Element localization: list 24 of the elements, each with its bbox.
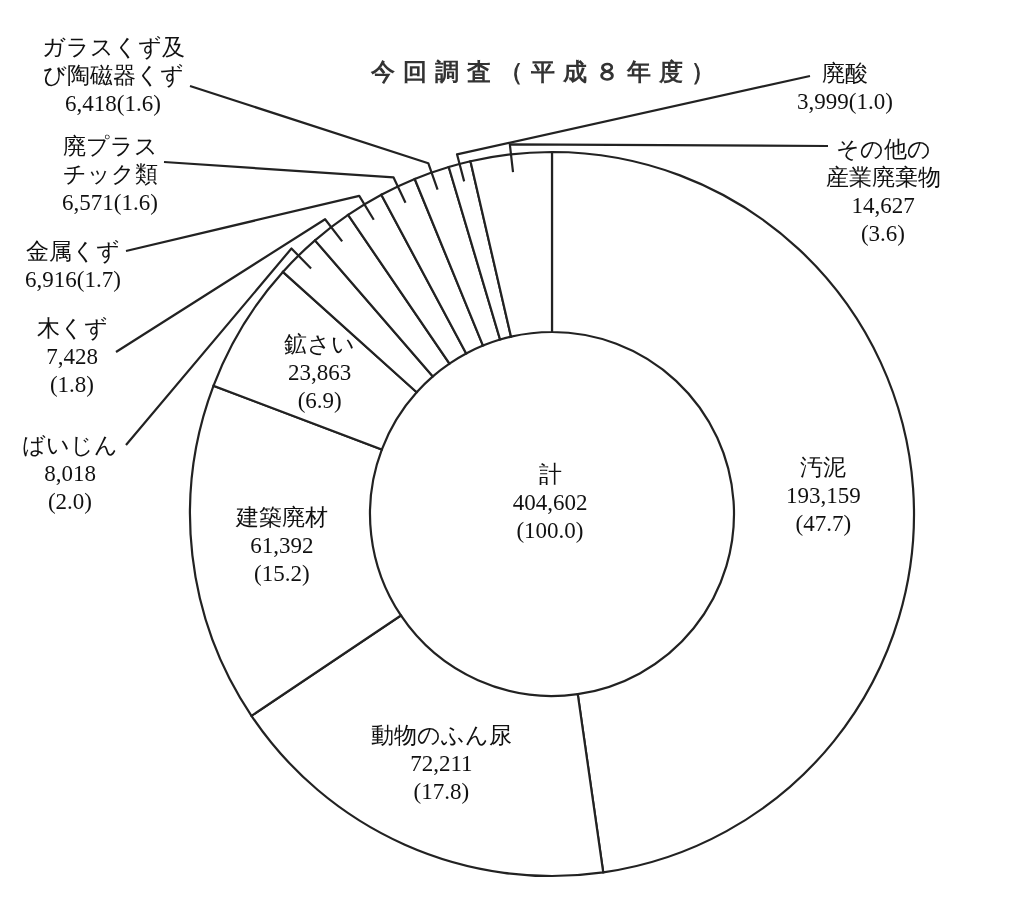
slice-label: 金属くず bbox=[26, 238, 120, 264]
data-label: 72,211 (17.8) bbox=[410, 750, 473, 803]
data-label: 3,999(1.0) bbox=[797, 88, 893, 114]
data-label: 6,571(1.6) bbox=[62, 189, 158, 215]
data-label: 23,863 (6.9) bbox=[288, 359, 352, 413]
slice-label: 木くず bbox=[36, 315, 108, 341]
data-label: 193,159 (47.7) bbox=[785, 482, 861, 536]
slice-label: 廃プラスチック類 bbox=[62, 133, 158, 187]
slice-label: 廃酸 bbox=[822, 60, 868, 86]
text: 今回調査（平成８年度） bbox=[370, 58, 723, 86]
slice-label: 汚泥 bbox=[800, 454, 847, 480]
text: 計 404,602 (100.0) bbox=[512, 461, 588, 543]
slice-label: ガラスくず及び陶磁器くず bbox=[41, 34, 185, 88]
data-label: 14,627 (3.6) bbox=[851, 192, 915, 246]
data-label: 6,916(1.7) bbox=[25, 266, 121, 292]
data-label: 7,428 (1.8) bbox=[46, 343, 98, 397]
data-label: 8,018 (2.0) bbox=[44, 460, 96, 514]
slice-label: 建築廃材 bbox=[234, 504, 328, 530]
slice-label: ばいじん bbox=[22, 432, 118, 458]
slice-label: その他の産業廃棄物 bbox=[825, 136, 941, 190]
slice-label: 動物のふん尿 bbox=[370, 722, 512, 747]
slice-label: 鉱さい bbox=[284, 331, 356, 357]
data-label: 6,418(1.6) bbox=[65, 90, 161, 116]
data-label: 61,392 (15.2) bbox=[250, 532, 314, 586]
